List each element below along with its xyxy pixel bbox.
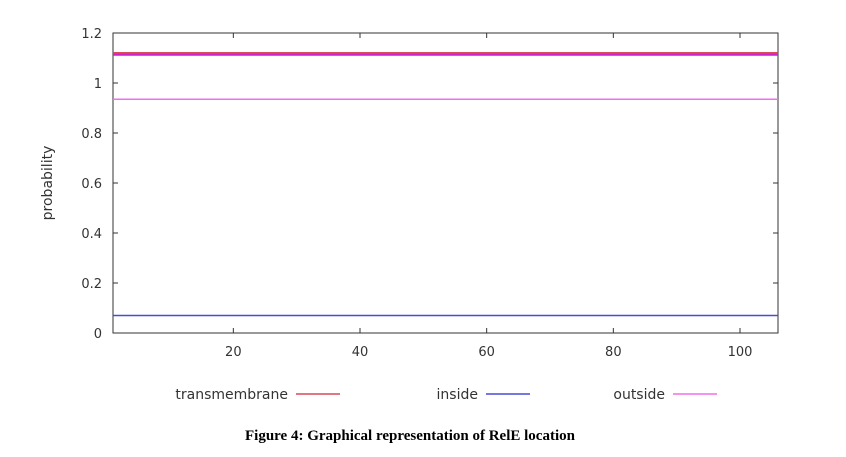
chart: 0 0.2 0.4 0.6 0.8 1 1.2 20 40 60 80 100 probabilit… bbox=[40, 27, 779, 403]
y-tick-label: 0.8 bbox=[81, 127, 102, 142]
x-tick-label: 80 bbox=[605, 345, 622, 360]
y-tick-label: 0.6 bbox=[81, 177, 102, 192]
x-tick-label: 20 bbox=[225, 345, 242, 360]
y-axis: 0 0.2 0.4 0.6 0.8 1 1.2 bbox=[81, 27, 778, 342]
y-tick-label: 0 bbox=[94, 327, 102, 342]
plot-frame bbox=[112, 32, 779, 334]
y-axis-label: probability bbox=[40, 146, 56, 221]
figure-caption: Figure 4: Graphical representation of Re… bbox=[245, 428, 575, 444]
legend: transmembrane inside outside bbox=[175, 387, 717, 403]
y-tick-label: 1 bbox=[94, 77, 102, 92]
x-tick-label: 100 bbox=[728, 345, 753, 360]
y-tick-label: 1.2 bbox=[81, 27, 102, 42]
y-tick-label: 0.4 bbox=[81, 227, 102, 242]
legend-label-inside: inside bbox=[437, 387, 478, 403]
legend-label-outside: outside bbox=[613, 387, 665, 403]
x-tick-label: 60 bbox=[478, 345, 495, 360]
x-tick-label: 40 bbox=[352, 345, 369, 360]
y-tick-label: 0.2 bbox=[81, 277, 102, 292]
x-axis: 20 40 60 80 100 bbox=[225, 33, 752, 360]
series-layer bbox=[113, 52, 778, 317]
legend-label-transmembrane: transmembrane bbox=[175, 387, 288, 403]
